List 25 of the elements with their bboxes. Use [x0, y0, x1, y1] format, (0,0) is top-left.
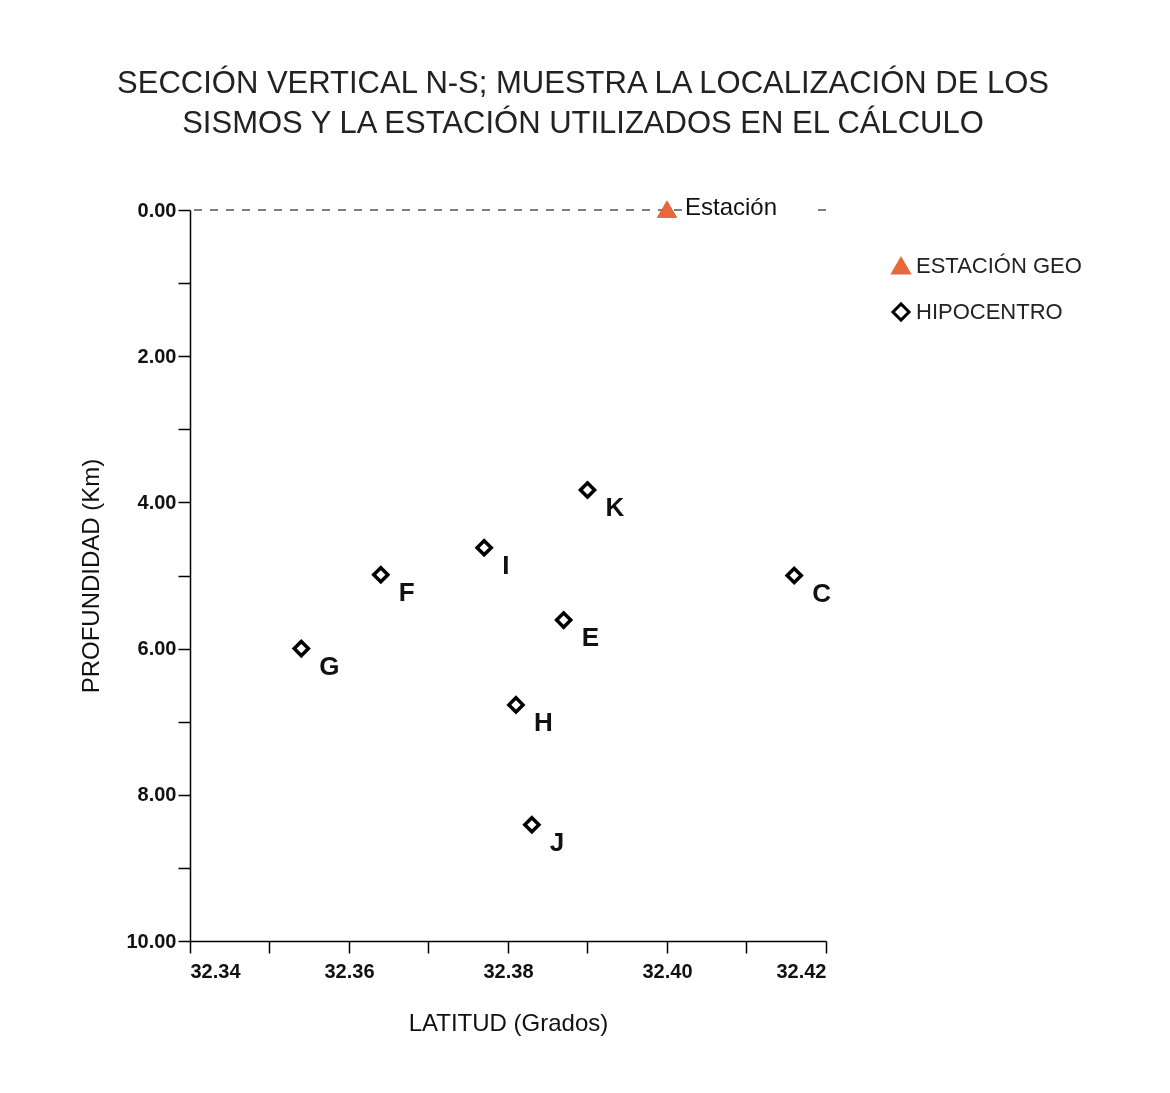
- y-tick-label: 0.00: [137, 198, 177, 221]
- x-tick-label: 32.42: [776, 959, 827, 982]
- annotation: Estación: [685, 193, 778, 220]
- chart-title: SECCIÓN VERTICAL N-S; MUESTRA LA LOCALIZACIÓN DE LOS SISMOS Y LA ESTACIÓN UTILIZADOS EN EL CÁLCULO: [117, 65, 1049, 140]
- x-tick-label: 32.36: [324, 959, 375, 982]
- annotation: H: [533, 706, 553, 737]
- annotation: G: [319, 650, 340, 681]
- y-tick-label: 4.00: [137, 490, 177, 513]
- y-tick-label: 2.00: [137, 344, 177, 367]
- legend-label: ESTACIÓN GEO: [916, 253, 1082, 278]
- x-tick-label: 32.40: [642, 959, 693, 982]
- annotation: E: [581, 622, 599, 653]
- annotation: I: [502, 549, 510, 580]
- x-tick-label: 32.34: [190, 959, 242, 982]
- y-axis-title: PROFUNDIDAD (Km): [77, 458, 105, 694]
- x-tick-label: 32.38: [483, 959, 534, 982]
- x-axis-title: LATITUD (Grados): [408, 1008, 609, 1036]
- annotation: J: [549, 826, 565, 857]
- y-tick-label: 10.00: [126, 929, 177, 952]
- annotation: K: [605, 491, 625, 522]
- legend-label: HIPOCENTRO: [916, 299, 1063, 324]
- y-tick-label: 8.00: [137, 783, 177, 806]
- annotation: C: [812, 577, 832, 608]
- y-tick-label: 6.00: [137, 637, 177, 660]
- annotation: F: [398, 576, 415, 607]
